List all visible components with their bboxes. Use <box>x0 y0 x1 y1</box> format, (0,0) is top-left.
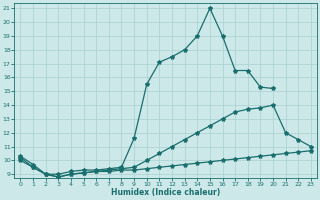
X-axis label: Humidex (Indice chaleur): Humidex (Indice chaleur) <box>111 188 220 197</box>
